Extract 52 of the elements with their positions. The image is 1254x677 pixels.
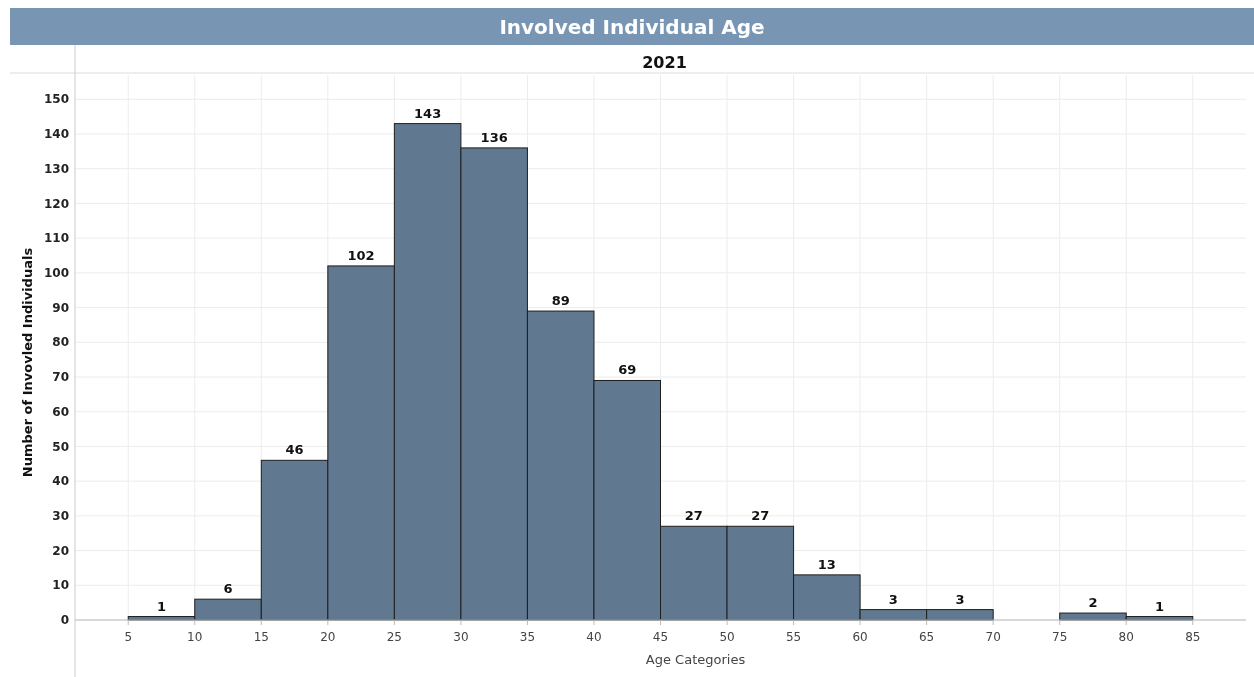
x-tick-label: 55 — [785, 630, 802, 644]
data-label: 27 — [751, 508, 770, 524]
data-label: 6 — [223, 581, 233, 597]
y-tick-label: 50 — [52, 439, 69, 454]
data-label: 69 — [618, 362, 637, 378]
y-tick-label: 60 — [52, 404, 69, 419]
data-label: 89 — [551, 293, 570, 309]
y-tick-label: 0 — [60, 613, 69, 628]
x-tick-label: 85 — [1185, 630, 1201, 644]
y-tick-label: 90 — [52, 300, 69, 315]
x-tick-label: 75 — [1052, 630, 1068, 644]
y-tick-label: 100 — [43, 266, 69, 281]
x-tick-label: 25 — [386, 630, 402, 644]
y-tick-label: 20 — [52, 543, 69, 558]
x-tick-label: 10 — [187, 630, 203, 644]
y-tick-label: 150 — [43, 92, 69, 107]
data-label: 13 — [817, 556, 836, 572]
data-label: 1 — [1154, 598, 1165, 614]
x-tick-label: 80 — [1118, 630, 1134, 644]
data-label: 27 — [684, 508, 703, 524]
y-tick-label: 10 — [52, 578, 69, 593]
x-tick-label: 20 — [320, 630, 336, 644]
x-tick-label: 30 — [453, 630, 469, 644]
data-label: 1 — [156, 598, 167, 614]
x-tick-label: 45 — [652, 630, 669, 644]
data-label: 143 — [414, 105, 442, 121]
y-tick-label: 120 — [43, 196, 69, 211]
chart-subtitle: 2021 — [642, 52, 687, 72]
x-tick-label: 70 — [985, 630, 1001, 644]
y-tick-label: 110 — [43, 231, 69, 246]
x-axis-title: Age Categories — [645, 652, 746, 667]
data-label: 136 — [480, 129, 508, 145]
y-tick-label: 130 — [43, 161, 69, 176]
data-label: 2 — [1088, 595, 1098, 611]
x-tick-label: 60 — [852, 630, 868, 644]
x-tick-label: 50 — [719, 630, 735, 644]
y-tick-label: 40 — [52, 474, 69, 489]
x-tick-label: 40 — [586, 630, 602, 644]
y-tick-label: 80 — [52, 335, 69, 350]
y-tick-label: 70 — [52, 370, 69, 385]
chart-title: Involved Individual Age — [499, 15, 765, 39]
y-tick-label: 140 — [43, 127, 69, 142]
data-label: 3 — [888, 591, 898, 607]
data-label: 3 — [955, 591, 965, 607]
y-axis-title: Number of Invovled Individuals — [20, 247, 35, 478]
x-tick-label: 65 — [919, 630, 935, 644]
data-label: 46 — [285, 442, 304, 458]
y-tick-label: 30 — [52, 509, 69, 524]
x-tick-label: 5 — [124, 630, 133, 644]
data-label: 102 — [347, 247, 375, 263]
x-tick-label: 15 — [253, 630, 269, 644]
x-tick-label: 35 — [519, 630, 536, 644]
